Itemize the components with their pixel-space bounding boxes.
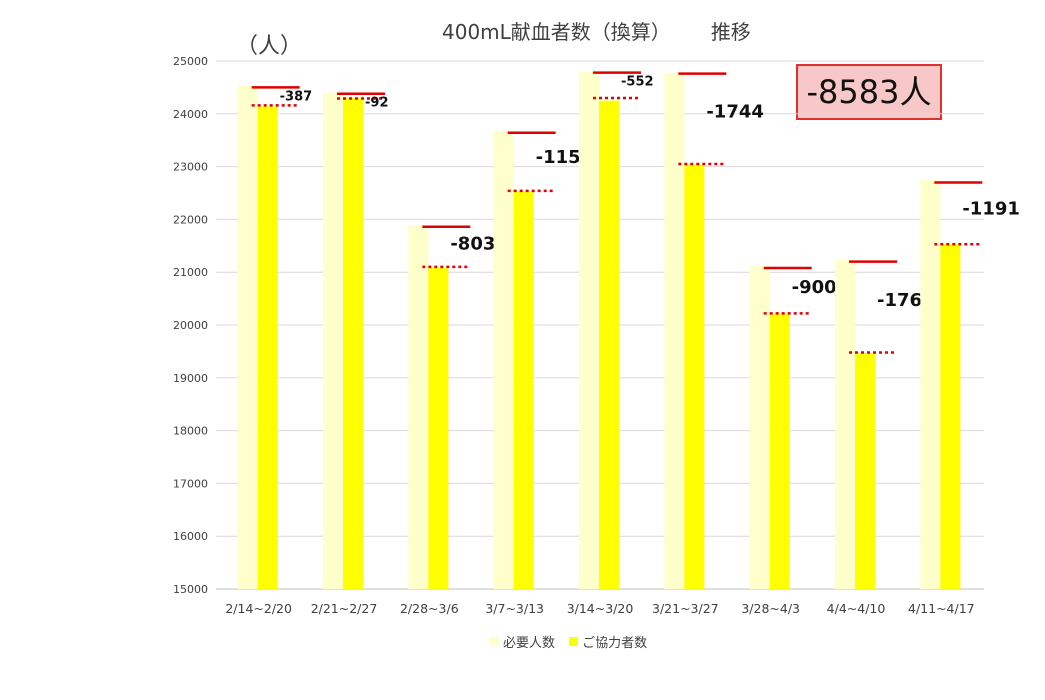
bar-required xyxy=(237,85,258,589)
legend: 必要人数 ご協力者数 xyxy=(490,632,657,651)
y-tick-label: 16000 xyxy=(173,530,208,543)
y-tick-label: 18000 xyxy=(173,425,208,438)
legend-label-donors: ご協力者数 xyxy=(582,636,648,651)
bar-donors xyxy=(855,352,875,589)
difference-label: -1765 xyxy=(877,290,935,311)
bar-donors xyxy=(684,164,705,589)
difference-label: -900 xyxy=(792,277,837,298)
bar-donors xyxy=(599,100,619,589)
y-tick-label: 17000 xyxy=(173,477,208,490)
bar-required xyxy=(664,72,685,590)
legend-item-donors: ご協力者数 xyxy=(569,632,647,651)
y-tick-label: 22000 xyxy=(173,213,208,226)
x-tick-label: 2/28~3/6 xyxy=(400,601,459,616)
legend-item-required: 必要人数 xyxy=(490,632,555,651)
legend-swatch-required xyxy=(490,637,499,646)
x-tick-label: 3/14~3/20 xyxy=(567,601,634,616)
bar-required xyxy=(408,225,429,589)
x-tick-label: 4/4~4/10 xyxy=(827,601,886,616)
legend-swatch-donors xyxy=(569,637,579,646)
chart-subtitle: 推移 xyxy=(710,20,751,44)
unit-label: （人） xyxy=(236,34,303,59)
total-difference-box: -8583人 xyxy=(796,64,942,120)
bar-donors xyxy=(428,267,449,589)
x-tick-label: 3/28~4/3 xyxy=(741,601,800,616)
bar-required xyxy=(920,179,941,590)
y-tick-label: 21000 xyxy=(173,266,208,279)
difference-label: -387 xyxy=(280,89,313,104)
difference-label: -1744 xyxy=(706,102,764,123)
y-tick-label: 23000 xyxy=(173,161,208,174)
x-tick-label: 4/11~4/17 xyxy=(908,601,975,616)
x-tick-label: 2/21~2/27 xyxy=(311,601,378,616)
difference-label: -1150 xyxy=(536,147,594,168)
bar-required xyxy=(323,92,343,590)
bar-donors xyxy=(940,244,961,589)
y-tick-label: 24000 xyxy=(173,108,208,121)
y-tick-label: 20000 xyxy=(173,319,208,332)
bar-donors xyxy=(257,106,278,590)
x-tick-label: 3/7~3/13 xyxy=(485,601,544,616)
bar-required xyxy=(579,71,599,589)
x-tick-label: 3/21~3/27 xyxy=(652,601,719,616)
difference-label: -92 xyxy=(365,96,389,111)
x-tick-label: 2/14~2/20 xyxy=(225,601,292,616)
bar-donors xyxy=(343,97,363,590)
y-tick-label: 25000 xyxy=(173,55,208,68)
difference-label: -803 xyxy=(450,234,495,255)
chart-title: 400mL献血者数（換算） 推移 xyxy=(442,16,751,45)
legend-label-required: 必要人数 xyxy=(503,636,556,651)
bar-required xyxy=(749,265,770,589)
difference-label: -552 xyxy=(621,75,654,90)
bar-donors xyxy=(769,313,790,589)
bar-required xyxy=(493,130,514,590)
y-tick-label: 15000 xyxy=(173,583,208,596)
bar-donors xyxy=(513,191,534,589)
chart-title-text: 400mL献血者数（換算） xyxy=(442,20,671,44)
bar-required xyxy=(835,260,855,589)
y-tick-label: 19000 xyxy=(173,372,208,385)
difference-label: -1191 xyxy=(962,198,1020,219)
